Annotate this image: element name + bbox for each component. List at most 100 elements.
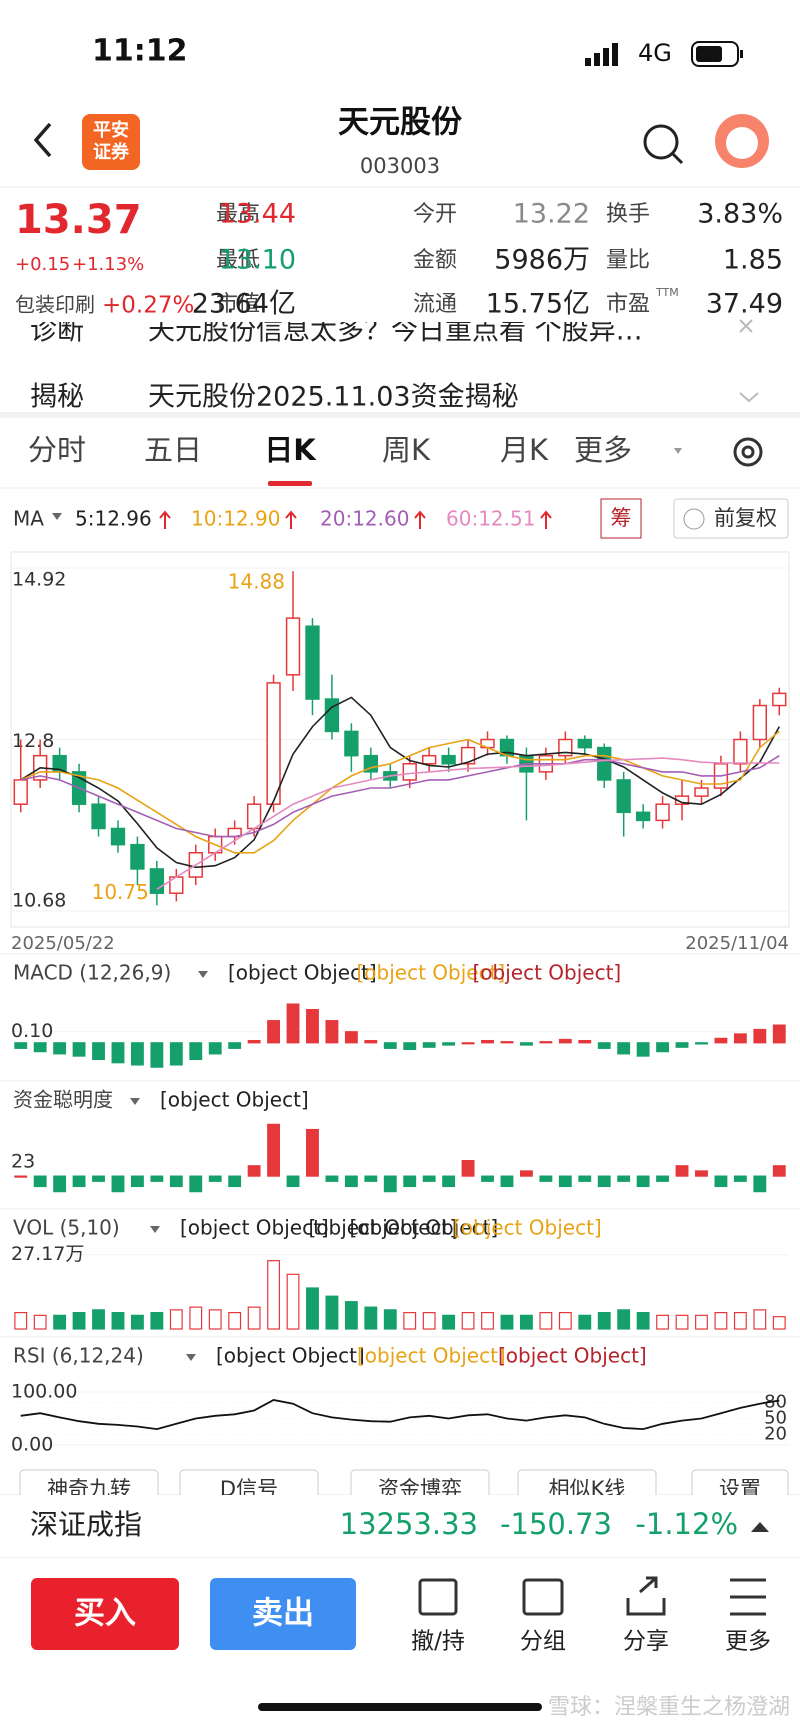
bar [92, 1309, 105, 1330]
x-tick-label: 2025/11/04 [685, 933, 789, 954]
panel-caret [130, 1098, 140, 1105]
tab[interactable]: 更多 [574, 433, 632, 467]
bar [189, 1175, 203, 1193]
search-button[interactable] [643, 124, 679, 160]
bar [733, 1175, 747, 1182]
adjust-button[interactable] [673, 498, 789, 539]
panel-caret [150, 1226, 160, 1233]
candle-body [460, 746, 476, 765]
field-value: 13.44 [219, 199, 296, 230]
candle-body [266, 682, 281, 805]
bar [597, 1042, 611, 1049]
bar [364, 1039, 378, 1044]
bar [325, 1175, 339, 1182]
stock-name: 天元股份 [338, 105, 462, 141]
bar [461, 1042, 475, 1045]
bar [364, 1306, 378, 1330]
bar [14, 1175, 28, 1178]
bar [578, 1175, 592, 1182]
index-expand[interactable] [751, 1522, 769, 1532]
bar [519, 1314, 533, 1330]
bar [344, 1175, 358, 1188]
sell-button[interactable] [210, 1578, 356, 1650]
chips-button[interactable] [600, 498, 642, 539]
bar [772, 1316, 786, 1330]
more-caret [674, 448, 682, 454]
bar [150, 1175, 164, 1182]
settings-button[interactable] [733, 437, 763, 467]
watermark: 雪球：涅槃重生之杨澄湖 [548, 1695, 790, 1720]
annotation: 10.75 [92, 880, 149, 904]
y-tick-label: 0.10 [11, 1020, 53, 1042]
tab[interactable]: 分时 [28, 433, 86, 467]
field-value: 13.10 [219, 245, 296, 276]
y2-tick-label: 50 [764, 1408, 787, 1429]
section-gap [0, 412, 800, 418]
tab[interactable]: 日K [264, 433, 317, 467]
bar [189, 1306, 203, 1330]
action-label: 分组 [520, 1629, 566, 1655]
bar [92, 1042, 105, 1061]
bar [539, 1175, 553, 1182]
buy-button[interactable] [31, 1578, 179, 1650]
tab[interactable]: 周K [382, 433, 431, 467]
candle-body [441, 754, 456, 765]
field-label: 金额 [413, 248, 457, 273]
bar [656, 1175, 670, 1182]
index-name: 深证成指 [30, 1508, 142, 1541]
x-tick-label: 2025/05/22 [11, 933, 115, 954]
field-value: 13.22 [513, 199, 590, 230]
bar [325, 1295, 339, 1330]
field-label: 今开 [413, 202, 457, 227]
bar [442, 1314, 456, 1330]
panel-stat: [object Object] [357, 1344, 506, 1368]
panel-title: 资金聪明度 [13, 1088, 113, 1112]
panel-stat: [object Object] [357, 961, 506, 985]
bar [500, 1041, 514, 1044]
bar [617, 1175, 631, 1182]
bar [539, 1311, 553, 1330]
bar [208, 1175, 222, 1182]
back-button[interactable] [33, 122, 52, 158]
news: 诊断 天元股份信息太多？今日重点看 个股异… 揭秘 天元股份2025.11.03资金揭… [30, 322, 643, 412]
tab[interactable]: 五日 [144, 433, 202, 467]
bar [519, 1042, 533, 1046]
candle-body [597, 746, 612, 781]
bar [169, 1309, 183, 1330]
tab[interactable]: 月K [500, 433, 549, 467]
bar [636, 1175, 650, 1188]
adjust-icon [683, 508, 705, 530]
candle-body [285, 617, 301, 676]
bar [33, 1042, 47, 1053]
y-tick-label: 12.8 [12, 730, 54, 752]
bar [53, 1175, 67, 1193]
legend-entry: 5:12.96 [75, 507, 152, 531]
bar [442, 1042, 456, 1046]
ma-caret [52, 513, 62, 520]
y-tick-label: 14.92 [12, 569, 66, 591]
bar [111, 1175, 125, 1193]
field-value: 3.83% [697, 199, 783, 230]
candle-body [344, 730, 359, 757]
field-value: 23.64亿 [192, 289, 296, 320]
candle-body [149, 868, 165, 894]
bar [53, 1042, 67, 1055]
adjust-label: 前复权 [714, 506, 777, 530]
y-tick-label: 27.17万 [11, 1243, 84, 1265]
bar [695, 1314, 708, 1330]
sector-pct: +0.27% [102, 293, 194, 319]
bar [481, 1039, 494, 1044]
field-label: 量比 [606, 248, 650, 273]
bar [286, 1273, 300, 1330]
bar [403, 1042, 417, 1051]
candle-body [752, 704, 767, 741]
bar [636, 1042, 650, 1057]
bar [383, 1309, 397, 1330]
indicator-line [20, 1399, 780, 1431]
bar [14, 1042, 28, 1049]
buy-label: 买入 [74, 1596, 136, 1632]
bar [169, 1175, 183, 1188]
bar [675, 1314, 689, 1330]
bar [714, 1311, 728, 1330]
